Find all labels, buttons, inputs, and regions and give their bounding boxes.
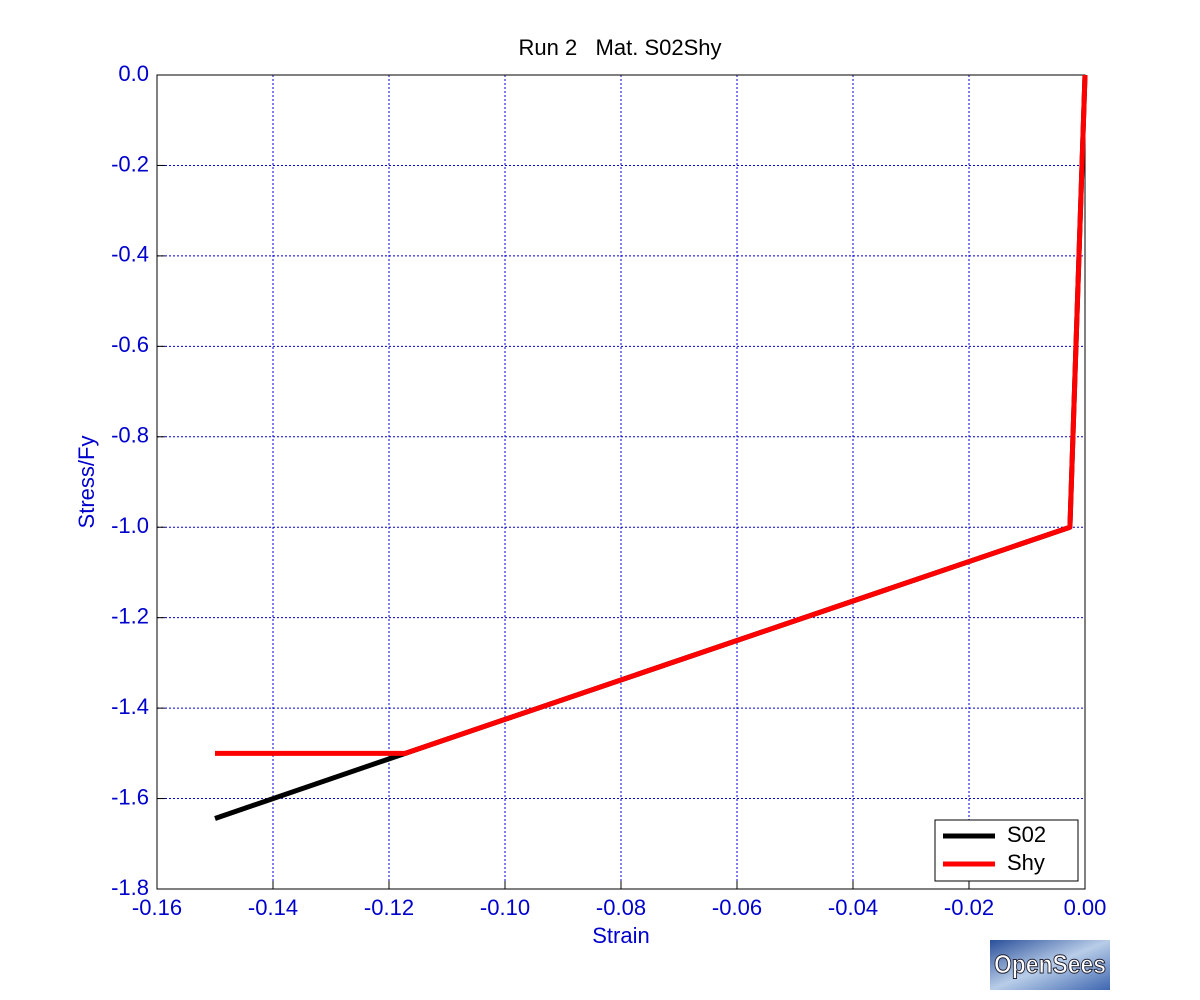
legend-label: Shy — [1007, 850, 1045, 875]
plot-area — [156, 74, 1086, 890]
x-tick-label: -0.08 — [596, 895, 646, 920]
y-tick-label: -1.2 — [111, 603, 149, 628]
y-tick-label: -1.8 — [111, 875, 149, 900]
logo — [990, 940, 1110, 990]
y-axis-label: Stress/Fy — [74, 436, 99, 529]
y-tick-label: -1.0 — [111, 513, 149, 538]
legend-box — [934, 819, 1079, 882]
series-line — [215, 74, 1088, 756]
logo-text: OpenSees — [994, 949, 1106, 979]
y-tick-label: -1.4 — [111, 694, 149, 719]
y-tick-label: -0.8 — [111, 423, 149, 448]
x-tick-label: -0.02 — [944, 895, 994, 920]
chart-title: Run 2 Mat. S02Shy — [519, 35, 722, 60]
x-axis-label: Strain — [592, 923, 649, 948]
y-tick-label: -1.6 — [111, 784, 149, 809]
y-tick-label: 0.0 — [118, 61, 149, 86]
x-tick-label: -0.14 — [248, 895, 298, 920]
x-tick-label: -0.04 — [828, 895, 878, 920]
y-tick-label: -0.6 — [111, 332, 149, 357]
y-tick-label: -0.4 — [111, 242, 149, 267]
x-tick-label: -0.16 — [132, 895, 182, 920]
plot-frame — [156, 74, 1086, 890]
x-tick-label: 0.00 — [1064, 895, 1107, 920]
x-tick-label: -0.10 — [480, 895, 530, 920]
legend-label: S02 — [1007, 822, 1046, 847]
y-tick-label: -0.2 — [111, 151, 149, 176]
x-tick-label: -0.12 — [364, 895, 414, 920]
x-tick-label: -0.06 — [712, 895, 762, 920]
